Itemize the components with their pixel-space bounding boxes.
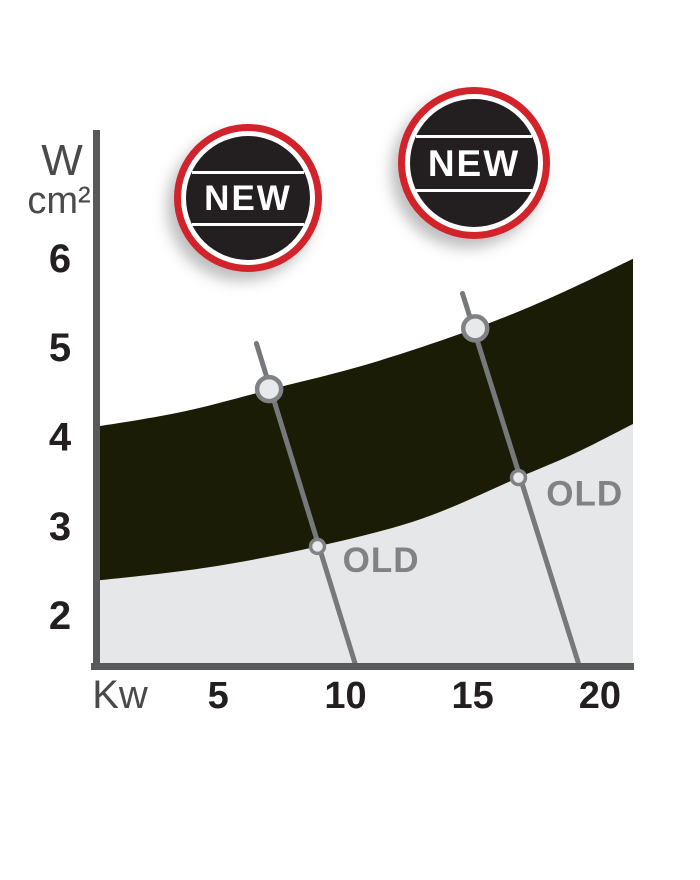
new-point-marker-2 [460,314,490,343]
old-point-marker-1 [308,537,327,556]
old-band-label-1: OLD [343,541,420,580]
new-badge-1: NEW [174,124,322,272]
x-axis-unit: Kw [92,673,148,717]
old-band-label-2: OLD [546,475,623,514]
new-badge-1-label: NEW [204,178,292,218]
badge-rule-bottom [192,222,304,226]
x-tick-15: 15 [452,675,494,717]
y-tick-2: 2 [49,594,71,638]
x-tick-20: 20 [579,675,621,717]
new-badge-1-disc: NEW [186,136,310,260]
badge-rule-bottom [416,188,532,192]
x-tick-5: 5 [208,675,229,717]
x-axis-line [91,663,634,670]
old-band-area [97,424,633,667]
y-axis-unit-numerator: W [41,136,83,185]
badge-rule-top [192,170,304,174]
new-point-marker-1 [254,374,284,404]
new-band-area [97,258,633,581]
new-badge-2-label: NEW [427,142,521,184]
y-tick-4: 4 [49,416,72,460]
new-badge-2: NEW [398,87,550,239]
y-tick-3: 3 [49,505,71,549]
x-tick-10: 10 [324,675,366,717]
y-tick-5: 5 [49,326,71,370]
badge-rule-top [416,134,532,138]
new-badge-2-disc: NEW [410,99,538,227]
y-axis-unit-denominator: cm² [27,180,90,222]
y-axis-line [93,130,100,670]
old-point-marker-2 [509,468,528,487]
y-tick-6: 6 [49,237,71,281]
